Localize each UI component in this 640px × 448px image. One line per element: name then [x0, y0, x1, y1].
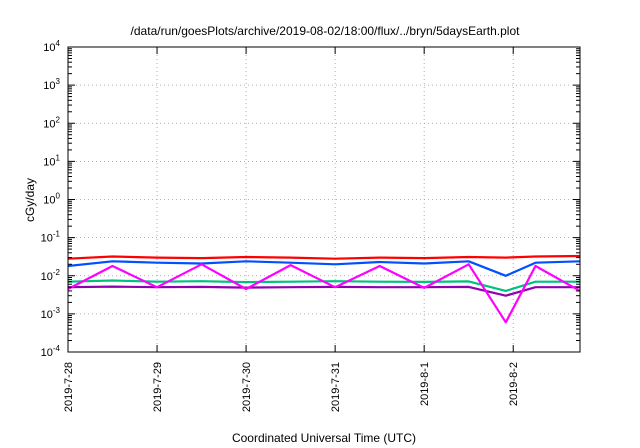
y-tick-exponent: -1 — [53, 230, 61, 239]
series-line-5 — [67, 263, 581, 324]
series-group — [67, 254, 581, 324]
y-tick-exponent: -4 — [53, 344, 61, 353]
y-tick-base: 10 — [43, 195, 55, 207]
y-tick-label: 10-1 — [41, 230, 61, 245]
y-tick-base: 10 — [41, 233, 53, 245]
y-tick-label: 103 — [43, 77, 60, 92]
y-tick-label: 104 — [43, 39, 60, 54]
series-line-1 — [67, 254, 581, 260]
x-tick-label: 2019-7-31 — [330, 362, 342, 412]
y-tick-label: 102 — [43, 115, 60, 130]
x-tick-label: 2019-7-28 — [63, 362, 75, 412]
x-tick-label: 2019-7-29 — [152, 362, 164, 412]
y-tick-base: 10 — [43, 42, 55, 54]
y-tick-base: 10 — [41, 347, 53, 359]
y-tick-exponent: 4 — [56, 39, 61, 48]
x-axis-label: Coordinated Universal Time (UTC) — [232, 431, 416, 445]
grid — [68, 47, 580, 352]
x-tick-label: 2019-8-2 — [508, 362, 520, 406]
series-line-3 — [67, 279, 580, 292]
y-axis-label: cGy/day — [23, 178, 37, 222]
y-tick-exponent: 1 — [56, 153, 61, 162]
y-tick-base: 10 — [43, 80, 55, 92]
x-tick-label: 2019-8-1 — [419, 362, 431, 406]
y-tick-label: 10-2 — [41, 268, 61, 283]
y-tick-base: 10 — [41, 271, 53, 283]
y-tick-label: 101 — [43, 153, 60, 168]
y-tick-label: 10-4 — [41, 344, 61, 359]
y-tick-label: 100 — [43, 192, 60, 207]
y-tick-exponent: -2 — [53, 268, 61, 277]
x-tick-label: 2019-7-30 — [241, 362, 253, 412]
series-line-2 — [67, 260, 581, 277]
y-tick-label: 10-3 — [41, 306, 61, 321]
y-tick-exponent: 3 — [56, 77, 61, 86]
y-tick-exponent: -3 — [53, 306, 61, 315]
y-tick-base: 10 — [41, 309, 53, 321]
y-tick-exponent: 2 — [56, 115, 61, 124]
chart-title: /data/run/goesPlots/archive/2019-08-02/1… — [131, 24, 521, 38]
y-tick-base: 10 — [43, 156, 55, 168]
y-tick-base: 10 — [43, 118, 55, 130]
y-tick-exponent: 0 — [56, 192, 61, 201]
x-ticks: 2019-7-28 2019-7-29 2019-7-30 2019-7-31 2019… — [63, 47, 520, 412]
